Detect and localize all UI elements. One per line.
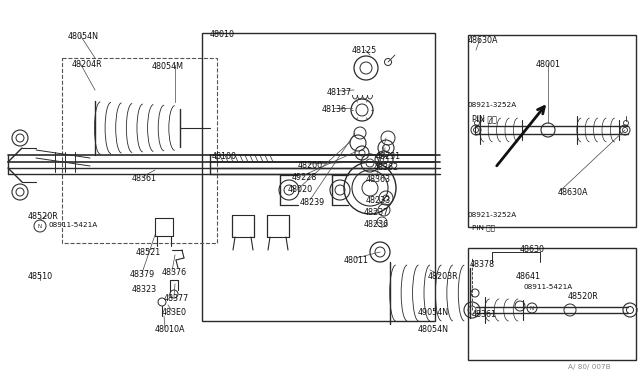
Text: 48204R: 48204R — [72, 60, 102, 69]
Text: 48001: 48001 — [536, 60, 561, 69]
Text: 48520R: 48520R — [568, 292, 599, 301]
Text: 48363: 48363 — [366, 175, 391, 184]
Text: 48630A: 48630A — [558, 188, 589, 197]
Bar — [202, 33, 435, 321]
Text: 49054N: 49054N — [418, 308, 449, 317]
Text: 48630: 48630 — [520, 245, 545, 254]
Text: 48377: 48377 — [164, 294, 189, 303]
Text: 48378: 48378 — [470, 260, 495, 269]
Text: 48203R: 48203R — [428, 272, 459, 281]
Text: 48239: 48239 — [300, 198, 325, 207]
Text: 08921-3252A: 08921-3252A — [468, 212, 517, 218]
Text: 48200: 48200 — [298, 161, 323, 170]
Text: 08911-5421A: 08911-5421A — [48, 222, 97, 228]
Text: 48020: 48020 — [288, 185, 313, 194]
Text: 48231: 48231 — [376, 152, 401, 161]
Text: 48125: 48125 — [352, 46, 377, 55]
Text: 48136: 48136 — [322, 105, 347, 114]
Bar — [62, 58, 217, 243]
Text: 48233: 48233 — [366, 196, 391, 205]
Text: 48361: 48361 — [472, 310, 497, 319]
Text: 48054N: 48054N — [418, 325, 449, 334]
Text: 48236: 48236 — [364, 220, 389, 229]
Text: 48630A: 48630A — [468, 36, 499, 45]
Text: 48137: 48137 — [327, 88, 352, 97]
Text: 49228: 49228 — [292, 173, 317, 182]
Text: 48510: 48510 — [28, 272, 53, 281]
Text: 48011: 48011 — [344, 256, 369, 265]
Text: 08921-3252A: 08921-3252A — [468, 102, 517, 108]
Text: A∕ 80∕ 007B: A∕ 80∕ 007B — [568, 363, 611, 369]
Text: PIN ビン: PIN ビン — [472, 114, 497, 123]
Text: 48054M: 48054M — [152, 62, 184, 71]
Text: 48054N: 48054N — [68, 32, 99, 41]
Bar — [468, 248, 636, 360]
Text: 48376: 48376 — [162, 268, 187, 277]
Text: N: N — [530, 305, 534, 311]
Text: 48641: 48641 — [516, 272, 541, 281]
Text: 48362: 48362 — [374, 163, 399, 172]
Text: 48100: 48100 — [212, 152, 237, 161]
Text: 48237: 48237 — [364, 208, 389, 217]
Text: 48323: 48323 — [132, 285, 157, 294]
Text: 483E0: 483E0 — [162, 308, 187, 317]
Text: PIN ビン: PIN ビン — [472, 224, 495, 231]
Text: 48379: 48379 — [130, 270, 156, 279]
Text: N: N — [38, 224, 42, 228]
Text: 08911-5421A: 08911-5421A — [524, 284, 573, 290]
Text: 48010A: 48010A — [155, 325, 186, 334]
Text: 48521: 48521 — [136, 248, 161, 257]
Text: 48520R: 48520R — [28, 212, 59, 221]
Text: 48010: 48010 — [210, 30, 235, 39]
Text: 48361: 48361 — [132, 174, 157, 183]
Bar — [468, 35, 636, 227]
